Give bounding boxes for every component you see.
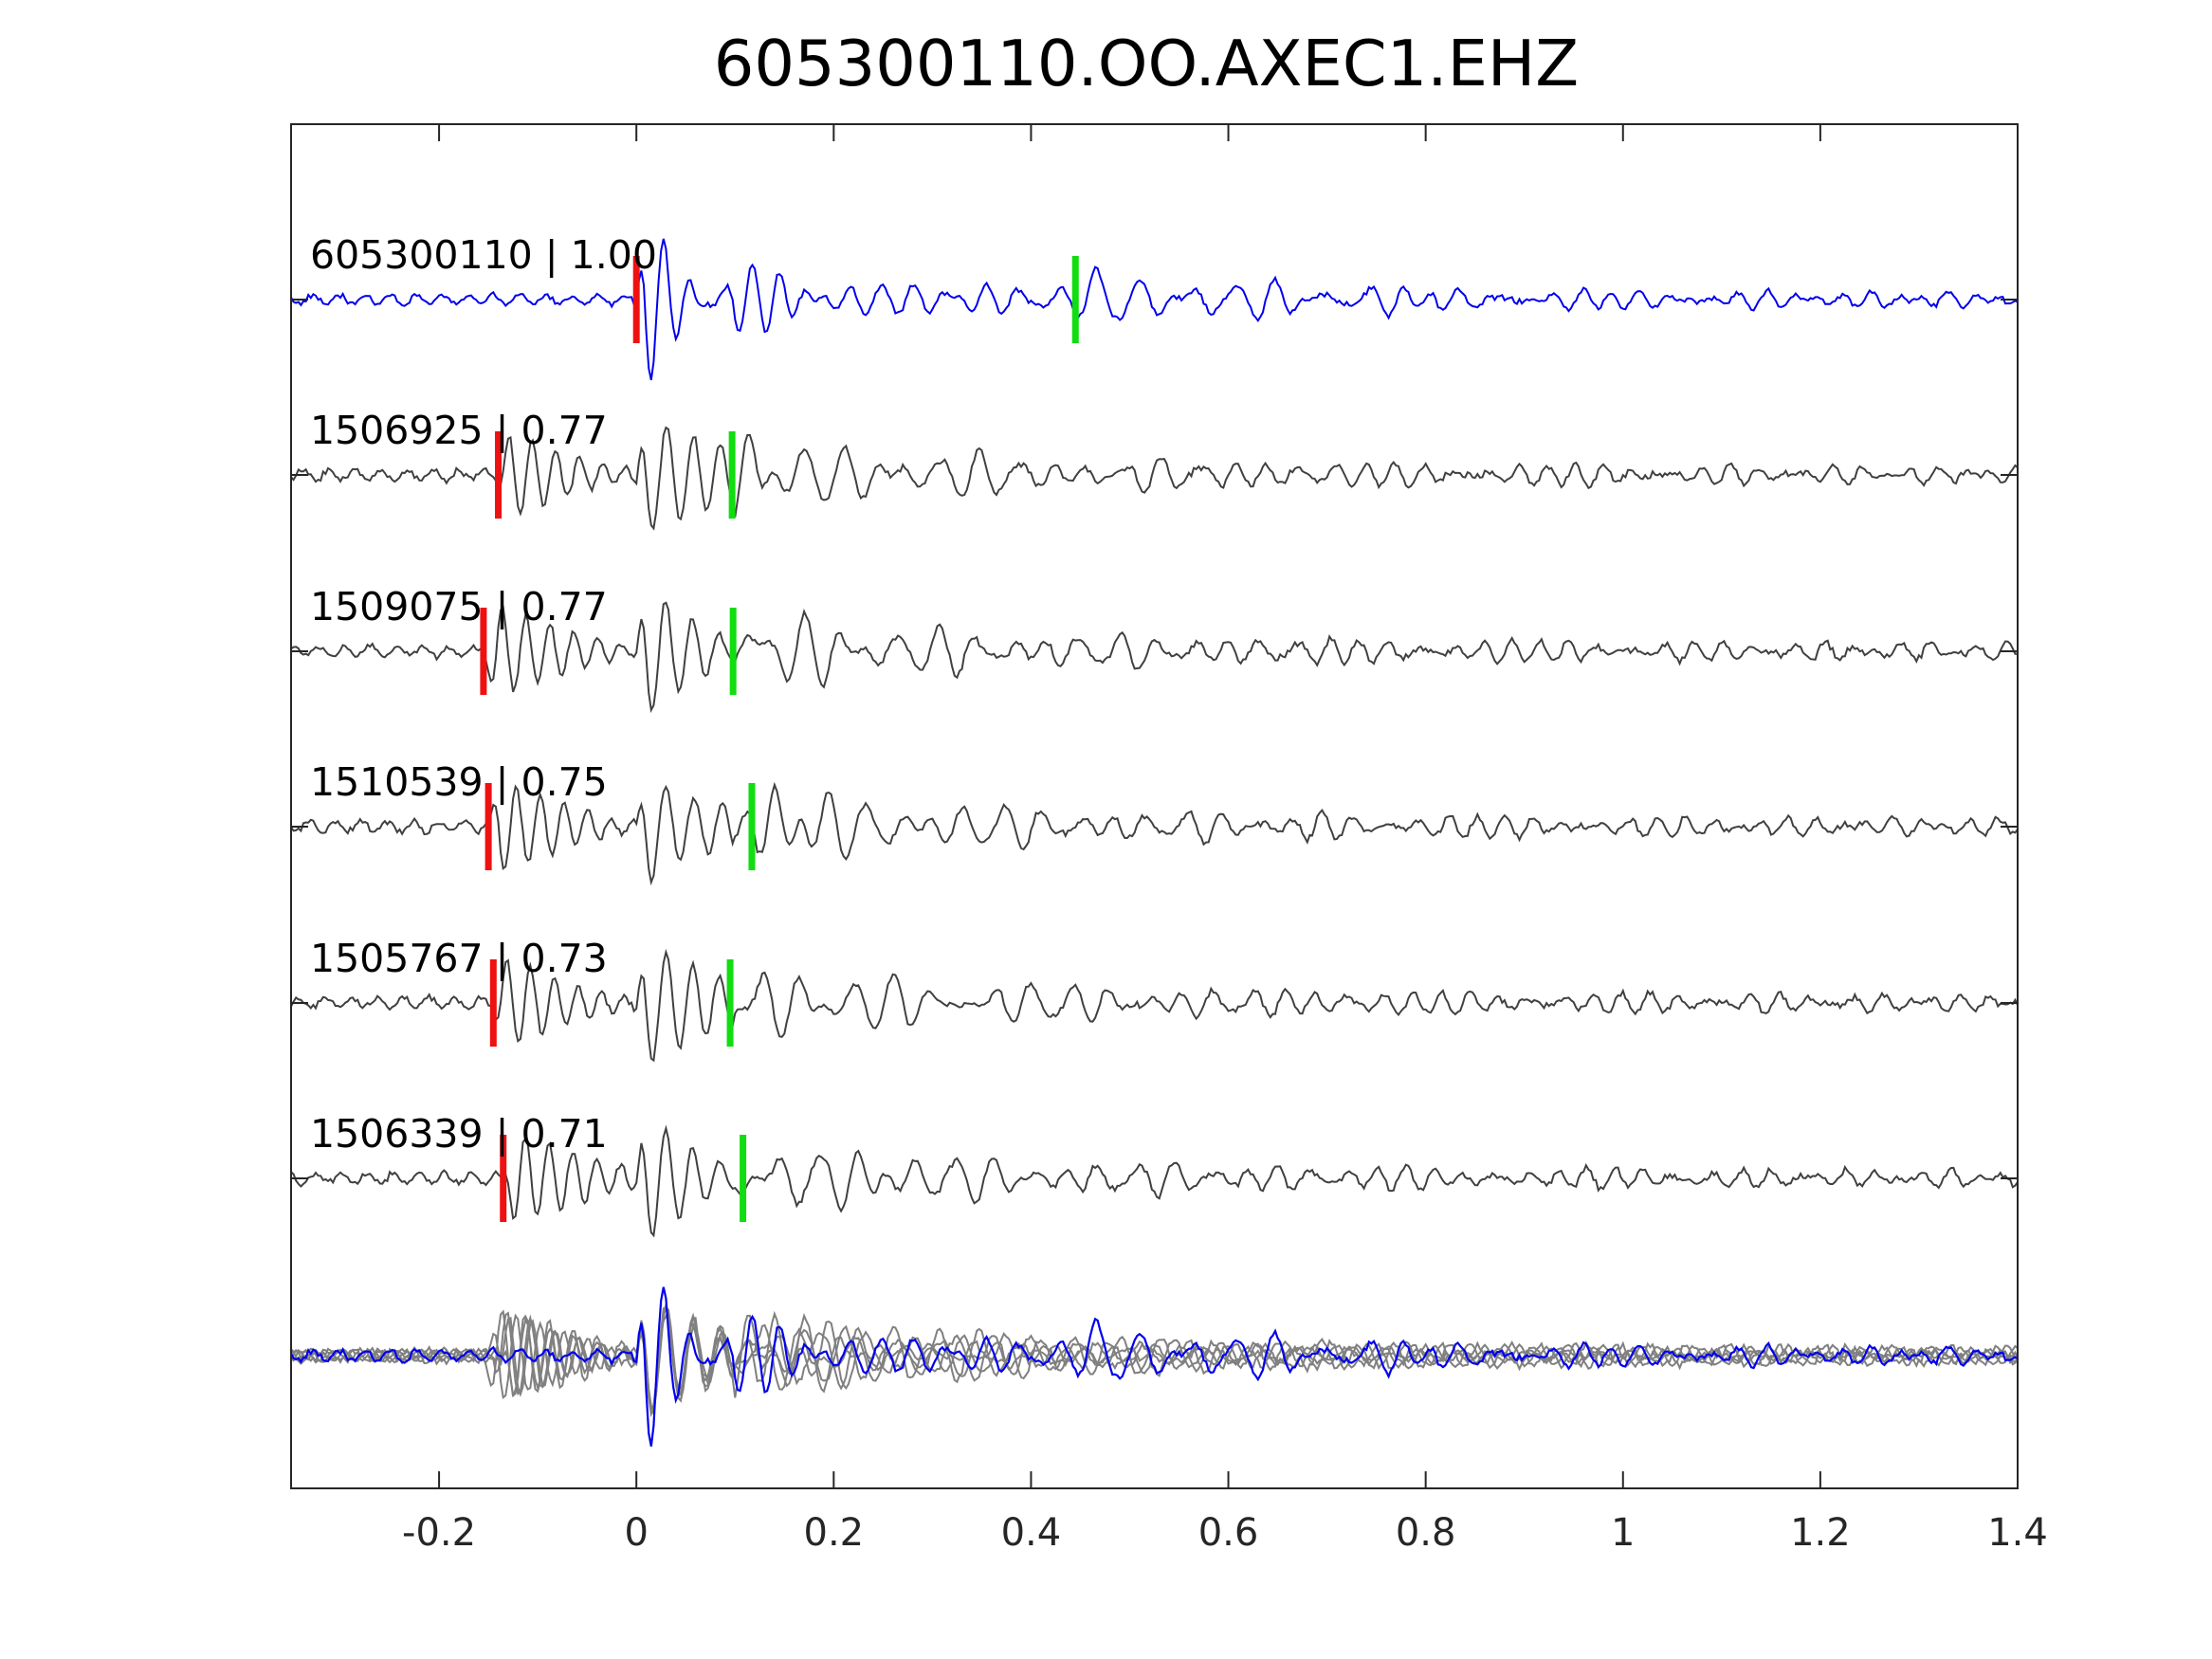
trace-605300110 (290, 238, 2019, 381)
p-pick-605300110 (632, 256, 640, 343)
x-tick-label: 0 (624, 1511, 648, 1555)
x-tick-label: 0.2 (804, 1511, 865, 1555)
trace-label-1506925: 1506925 | 0.77 (310, 408, 608, 453)
x-axis: -0.2 0 0.2 0.4 0.6 0.8 1 1.2 1.4 (402, 124, 2048, 1555)
trace-1509075 (290, 601, 2018, 714)
s-pick-1510539 (748, 783, 756, 870)
trace-1510539 (290, 781, 2019, 886)
trace-label-605300110: 605300110 | 1.00 (310, 232, 657, 278)
traces-layer (290, 238, 2019, 1447)
p-pick-1509075 (480, 608, 487, 695)
x-tick-label: -0.2 (402, 1511, 476, 1555)
x-tick-label: 0.6 (1198, 1511, 1259, 1555)
p-pick-1510539 (484, 783, 492, 870)
trace-1505767 (290, 948, 2019, 1063)
s-pick-605300110 (1071, 256, 1079, 343)
p-pick-1506925 (495, 431, 503, 519)
x-tick-label: 1.2 (1790, 1511, 1851, 1555)
overlay-trace-605300110 (290, 1286, 2019, 1447)
s-pick-1509075 (729, 608, 737, 695)
s-pick-1505767 (726, 959, 734, 1047)
plot-frame (290, 123, 2019, 1489)
s-pick-1506339 (740, 1135, 747, 1222)
trace-label-1506339: 1506339 | 0.71 (310, 1111, 608, 1157)
p-pick-1505767 (489, 959, 497, 1047)
trace-labels-layer: 605300110 | 1.00 1506925 | 0.77 1509075 | … (310, 232, 657, 1157)
x-tick-label: 1 (1611, 1511, 1635, 1555)
s-pick-1506925 (728, 431, 736, 519)
chart-title: 605300110.OO.AXEC1.EHZ (714, 27, 1579, 100)
x-tick-label: 0.8 (1396, 1511, 1456, 1555)
overlay-trace-1506925 (290, 1306, 2019, 1412)
trace-label-1505767: 1505767 | 0.73 (310, 936, 608, 981)
trace-1506339 (290, 1124, 2019, 1238)
p-pick-1506339 (500, 1135, 507, 1222)
picks-layer (480, 256, 1079, 1222)
trace-label-1509075: 1509075 | 0.77 (310, 584, 608, 629)
x-tick-label: 0.4 (1001, 1511, 1062, 1555)
trace-1506925 (290, 426, 2019, 531)
x-tick-label: 1.4 (1987, 1511, 2048, 1555)
trace-label-1510539: 1510539 | 0.75 (310, 759, 608, 805)
